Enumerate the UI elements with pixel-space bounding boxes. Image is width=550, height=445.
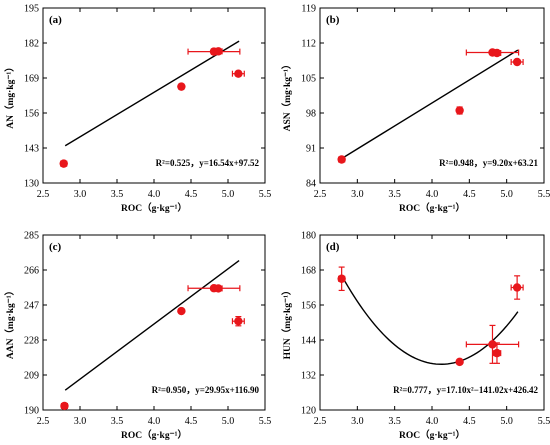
x-tick-label: 5.5	[538, 189, 550, 200]
x-tick-label: 2.5	[314, 416, 327, 427]
regression-line	[342, 49, 519, 159]
data-point	[455, 357, 464, 367]
y-tick-label: 84	[306, 179, 316, 190]
y-tick-label: 156	[24, 109, 39, 120]
data-point	[455, 106, 464, 115]
data-point	[337, 155, 346, 164]
plot-frame	[42, 7, 266, 184]
data-point	[488, 340, 497, 349]
x-tick-label: 5.5	[538, 416, 550, 427]
x-tick-label: 2.5	[37, 189, 50, 200]
x-tick-label: 5.5	[259, 189, 272, 200]
data-point	[234, 69, 243, 78]
y-axis-label: HUN（mg·kg⁻¹）	[281, 286, 293, 360]
data-point	[214, 284, 223, 293]
y-tick-label: 91	[306, 144, 316, 155]
y-tick-label: 112	[301, 39, 316, 50]
y-tick-label: 228	[24, 336, 39, 347]
x-tick-label: 3.0	[351, 416, 364, 427]
data-point	[337, 274, 346, 283]
fit-equation: R²=0.525，y=16.54x+97.52	[156, 158, 260, 168]
y-tick-label: 190	[24, 406, 39, 417]
data-point	[512, 57, 522, 67]
x-tick-label: 4.0	[426, 416, 439, 427]
data-point	[492, 48, 502, 58]
y-tick-label: 209	[24, 371, 39, 382]
plot-frame	[42, 234, 266, 411]
x-tick-label: 4.5	[463, 189, 476, 200]
x-tick-label: 3.5	[388, 189, 401, 200]
data-point	[214, 47, 223, 56]
panel-label: (d)	[326, 241, 340, 253]
x-axis-label: ROC（g·kg⁻¹）	[399, 202, 465, 214]
y-tick-label: 182	[24, 39, 39, 50]
y-axis-label: AAN（mg·kg⁻¹）	[4, 286, 16, 359]
data-point	[59, 159, 68, 168]
y-tick-label: 180	[301, 231, 316, 242]
panel-label: (a)	[49, 14, 62, 26]
y-tick-label: 285	[24, 231, 39, 242]
data-point	[177, 82, 186, 91]
x-tick-label: 5.0	[222, 416, 235, 427]
x-tick-label: 3.0	[74, 416, 87, 427]
y-tick-label: 266	[24, 266, 39, 277]
y-tick-label: 168	[301, 266, 316, 277]
y-tick-label: 132	[301, 371, 316, 382]
x-tick-label: 5.0	[500, 189, 513, 200]
x-tick-label: 5.0	[222, 189, 235, 200]
y-tick-label: 156	[301, 301, 316, 312]
regression-line	[64, 40, 240, 147]
x-tick-label: 4.0	[426, 189, 439, 200]
y-tick-label: 98	[306, 109, 316, 120]
y-tick-label: 247	[24, 301, 39, 312]
fit-equation: R²=0.948，y=9.20x+63.21	[439, 158, 538, 168]
panel-label: (c)	[49, 241, 62, 253]
x-tick-label: 4.0	[148, 189, 161, 200]
y-tick-label: 119	[301, 4, 316, 15]
data-point	[177, 306, 186, 316]
y-tick-label: 105	[301, 74, 316, 85]
x-tick-label: 3.0	[351, 189, 364, 200]
regression-line	[64, 259, 240, 391]
panel-a: 2.5 3.0 3.5 4.0 4.5 5.0 5.5 130 143 156 169 182 195 R…	[4, 4, 271, 215]
data-point	[234, 317, 243, 326]
x-tick-label: 5.0	[500, 416, 513, 427]
x-tick-label: 3.5	[111, 416, 124, 427]
x-tick-label: 3.5	[388, 416, 401, 427]
x-axis-label: ROC（g·kg⁻¹）	[121, 202, 187, 214]
fit-equation: R²=0.777，y=17.10x²−141.02x+426.42	[393, 385, 538, 395]
y-tick-label: 195	[24, 4, 39, 15]
panel-b: 2.5 3.0 3.5 4.0 4.5 5.0 5.5 84 91 98 105 112 119 ROC（…	[281, 4, 550, 215]
panel-d: 2.5 3.0 3.5 4.0 4.5 5.0 5.5 120 132 144 156 168 180 R…	[281, 231, 550, 442]
x-axis-label: ROC（g·kg⁻¹）	[399, 429, 465, 441]
y-tick-label: 130	[24, 179, 39, 190]
data-point	[60, 401, 69, 411]
x-axis-label: ROC（g·kg⁻¹）	[121, 429, 187, 441]
y-tick-label: 144	[301, 336, 316, 347]
panel-label: (b)	[326, 14, 340, 26]
fit-equation: R²=0.950，y=29.95x+116.90	[152, 385, 260, 395]
regression-curve	[341, 276, 519, 365]
y-tick-label: 143	[24, 144, 39, 155]
x-tick-label: 2.5	[37, 416, 50, 427]
x-tick-label: 2.5	[314, 189, 327, 200]
y-axis-label: AN（mg·kg⁻¹）	[4, 62, 16, 128]
x-tick-label: 5.5	[259, 416, 272, 427]
data-point	[492, 348, 502, 358]
plot-frame	[319, 7, 545, 184]
data-point	[512, 283, 522, 292]
x-tick-label: 4.0	[148, 416, 161, 427]
x-tick-label: 3.0	[74, 189, 87, 200]
y-axis-label: ASN（mg·kg⁻¹）	[281, 60, 293, 132]
y-tick-label: 120	[301, 406, 316, 417]
x-tick-label: 4.5	[185, 189, 198, 200]
panel-c: 2.5 3.0 3.5 4.0 4.5 5.0 5.5 190 209 228 247 266 285 R…	[4, 231, 271, 442]
x-tick-label: 3.5	[111, 189, 124, 200]
x-tick-label: 4.5	[463, 416, 476, 427]
x-tick-label: 4.5	[185, 416, 198, 427]
y-tick-label: 169	[24, 74, 39, 85]
